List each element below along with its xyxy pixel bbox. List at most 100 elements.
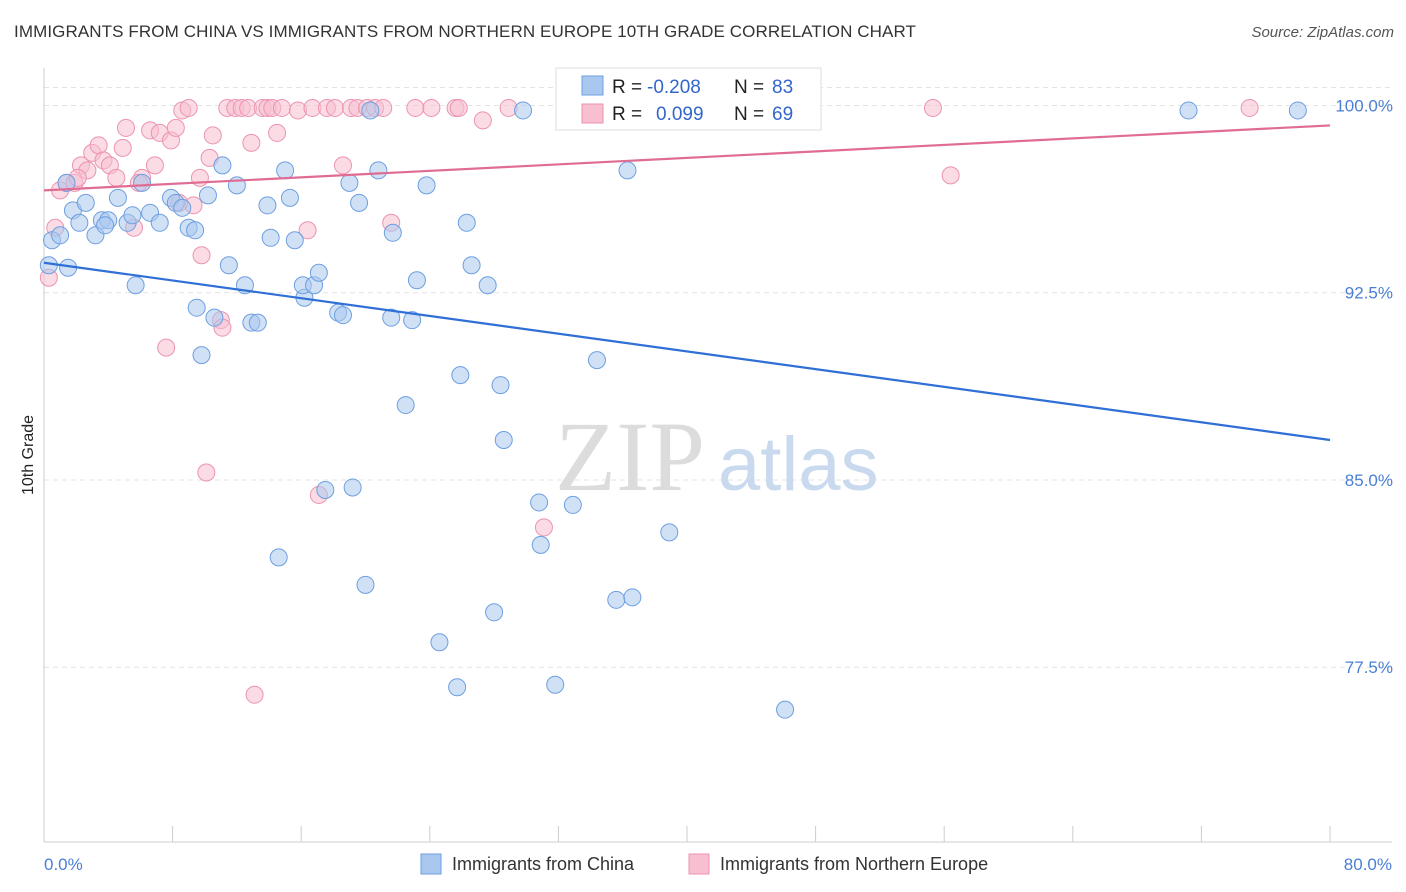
- y-axis-tick-labels: 100.0% 92.5% 85.0% 77.5%: [1335, 96, 1393, 677]
- point-china-75: [776, 700, 795, 719]
- trend-lines: [43, 124, 1331, 442]
- point-china-18: [173, 198, 192, 217]
- y-axis-label: 10th Grade: [20, 415, 37, 495]
- point-china-71: [618, 161, 637, 180]
- point-china-44: [350, 193, 369, 212]
- point-europe-59: [449, 98, 468, 117]
- point-europe-8: [89, 136, 108, 155]
- point-europe-62: [534, 518, 553, 537]
- point-europe-21: [166, 118, 185, 137]
- trend-line-europe: [43, 124, 1331, 192]
- point-china-9: [108, 188, 127, 207]
- stats-legend-r-label-china: R =: [612, 77, 642, 98]
- point-europe-11: [107, 168, 126, 187]
- point-china-81: [186, 221, 205, 240]
- stats-legend-n-label-europe: N =: [734, 104, 764, 125]
- point-china-42: [340, 173, 359, 192]
- point-china-50: [396, 396, 415, 415]
- point-china-64: [530, 493, 549, 512]
- point-china-20: [187, 298, 206, 317]
- y-tick-label-2: 85.0%: [1345, 471, 1393, 490]
- point-china-15: [150, 213, 169, 232]
- stats-legend: R = -0.208 N = 83 R = 0.099 N = 69: [555, 67, 822, 131]
- point-china-66: [546, 675, 565, 694]
- x-tick-label-min: 0.0%: [44, 855, 83, 874]
- point-europe-49: [333, 156, 352, 175]
- series-legend: Immigrants from China Immigrants from No…: [420, 853, 988, 875]
- point-china-72: [623, 588, 642, 607]
- series-legend-label-europe[interactable]: Immigrants from Northern Europe: [720, 854, 988, 874]
- point-china-24: [213, 156, 232, 175]
- y-tick-label-0: 100.0%: [1335, 96, 1393, 115]
- point-europe-63: [923, 98, 942, 117]
- point-china-43: [343, 478, 362, 497]
- point-china-76: [1179, 101, 1198, 120]
- point-china-52: [407, 271, 426, 290]
- point-china-41: [333, 306, 352, 325]
- point-china-73: [660, 523, 679, 542]
- stats-legend-swatch-europe: [581, 103, 604, 124]
- point-europe-56: [406, 98, 425, 117]
- point-china-22: [198, 186, 217, 205]
- point-europe-17: [145, 156, 164, 175]
- point-china-53: [417, 176, 436, 195]
- point-china-47: [369, 161, 388, 180]
- point-china-13: [133, 173, 152, 192]
- point-china-80: [96, 216, 115, 235]
- point-europe-65: [1240, 98, 1259, 117]
- series-legend-swatch-europe[interactable]: [688, 853, 710, 875]
- x-axis-ticks: [43, 826, 1331, 842]
- point-europe-64: [941, 166, 960, 185]
- point-china-55: [448, 678, 467, 697]
- axes: [43, 68, 1392, 843]
- point-europe-41: [268, 123, 287, 142]
- stats-legend-r-value-europe: 0.099: [656, 104, 704, 125]
- point-europe-29: [203, 126, 222, 145]
- point-china-51: [403, 311, 422, 330]
- stats-legend-n-value-china: 83: [772, 77, 793, 98]
- point-china-33: [280, 188, 299, 207]
- point-china-38: [309, 263, 328, 282]
- point-china-45: [356, 575, 375, 594]
- point-europe-13: [116, 118, 135, 137]
- point-china-25: [219, 256, 238, 275]
- trend-line-china: [43, 261, 1331, 442]
- stats-legend-r-value-china: -0.208: [647, 77, 701, 98]
- point-china-21: [192, 346, 211, 365]
- watermark-zip: ZIP: [555, 401, 705, 512]
- point-china-54: [430, 633, 449, 652]
- point-china-23: [205, 308, 224, 327]
- point-china-79: [57, 173, 76, 192]
- stats-legend-swatch-china: [581, 75, 604, 96]
- x-tick-label-max: 80.0%: [1344, 855, 1392, 874]
- series-legend-label-china[interactable]: Immigrants from China: [452, 854, 635, 874]
- point-china-56: [451, 366, 470, 385]
- point-china-29: [248, 313, 267, 332]
- watermark-atlas: atlas: [718, 422, 879, 507]
- stats-legend-n-label-china: N =: [734, 77, 764, 98]
- point-china-48: [382, 308, 401, 327]
- point-china-63: [514, 101, 533, 120]
- y-tick-label-1: 92.5%: [1345, 284, 1393, 303]
- series-legend-swatch-china[interactable]: [420, 853, 442, 875]
- point-europe-36: [242, 133, 261, 152]
- point-china-70: [607, 590, 626, 609]
- point-europe-48: [325, 98, 344, 117]
- point-china-46: [361, 101, 380, 120]
- point-china-65: [531, 535, 550, 554]
- point-china-30: [261, 228, 280, 247]
- point-europe-27: [197, 463, 216, 482]
- gridlines: [44, 86, 1392, 668]
- chart-title: IMMIGRANTS FROM CHINA VS IMMIGRANTS FROM…: [14, 22, 917, 41]
- point-china-32: [276, 161, 295, 180]
- point-china-58: [462, 256, 481, 275]
- point-china-31: [269, 548, 288, 567]
- point-europe-57: [422, 98, 441, 117]
- point-china-5: [76, 193, 95, 212]
- point-europe-37: [245, 685, 264, 704]
- point-china-82: [258, 196, 277, 215]
- point-europe-19: [157, 338, 176, 357]
- source-label: Source: ZipAtlas.com: [1251, 24, 1394, 41]
- point-china-57: [457, 213, 476, 232]
- point-europe-23: [179, 98, 198, 117]
